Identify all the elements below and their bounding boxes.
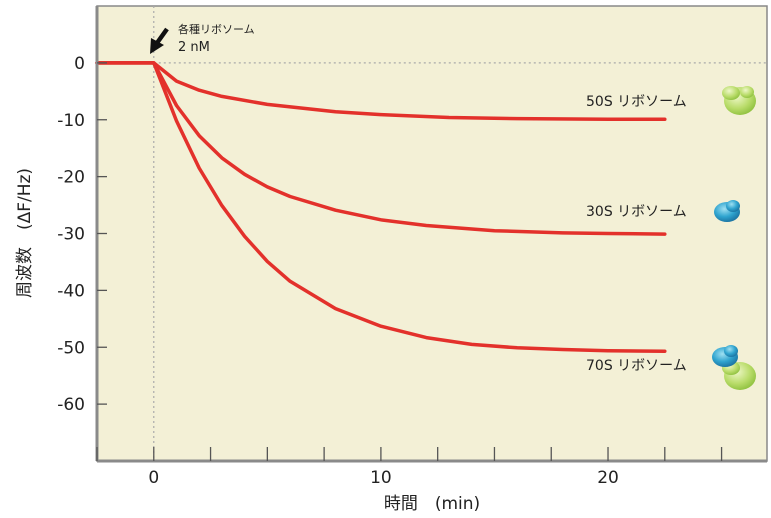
y-tick-label: -20 bbox=[57, 168, 85, 188]
plot-background bbox=[96, 5, 768, 462]
y-tick-label: -50 bbox=[57, 338, 85, 358]
series-label-50s: 50S リボソーム bbox=[586, 94, 687, 110]
y-tick-label: -60 bbox=[57, 395, 85, 415]
series-label-30s: 30S リボソーム bbox=[586, 204, 687, 220]
ribosome-70s-icon bbox=[712, 345, 756, 390]
x-tick-label: 10 bbox=[370, 468, 392, 488]
y-tick-label: 0 bbox=[74, 54, 85, 74]
x-axis-title: 時間 (min) bbox=[384, 494, 480, 514]
series-line-2 bbox=[95, 61, 667, 353]
y-axis-title: 周波数 (ΔF/Hz) bbox=[15, 168, 35, 298]
series-line-0 bbox=[95, 61, 667, 121]
ribosome-50s-icon bbox=[722, 86, 756, 115]
plot-layer bbox=[95, 6, 767, 461]
y-tick-label: -30 bbox=[57, 225, 85, 245]
ribosome-30s-icon bbox=[714, 200, 740, 222]
injection-concentration: 2 nM bbox=[178, 40, 210, 55]
series-label-70s: 70S リボソーム bbox=[586, 358, 687, 374]
y-tick-label: -40 bbox=[57, 281, 85, 301]
y-tick-label: -10 bbox=[57, 111, 85, 131]
series-line-1 bbox=[95, 61, 667, 236]
axes-layer: 0 -10 -20 -30 -40 -50 -60 0 10 20 bbox=[57, 6, 767, 488]
injection-arrow-icon bbox=[150, 27, 169, 54]
x-tick-label: 0 bbox=[148, 468, 159, 488]
injection-label: 各種リボソーム bbox=[178, 22, 255, 36]
x-tick-label: 20 bbox=[597, 468, 619, 488]
